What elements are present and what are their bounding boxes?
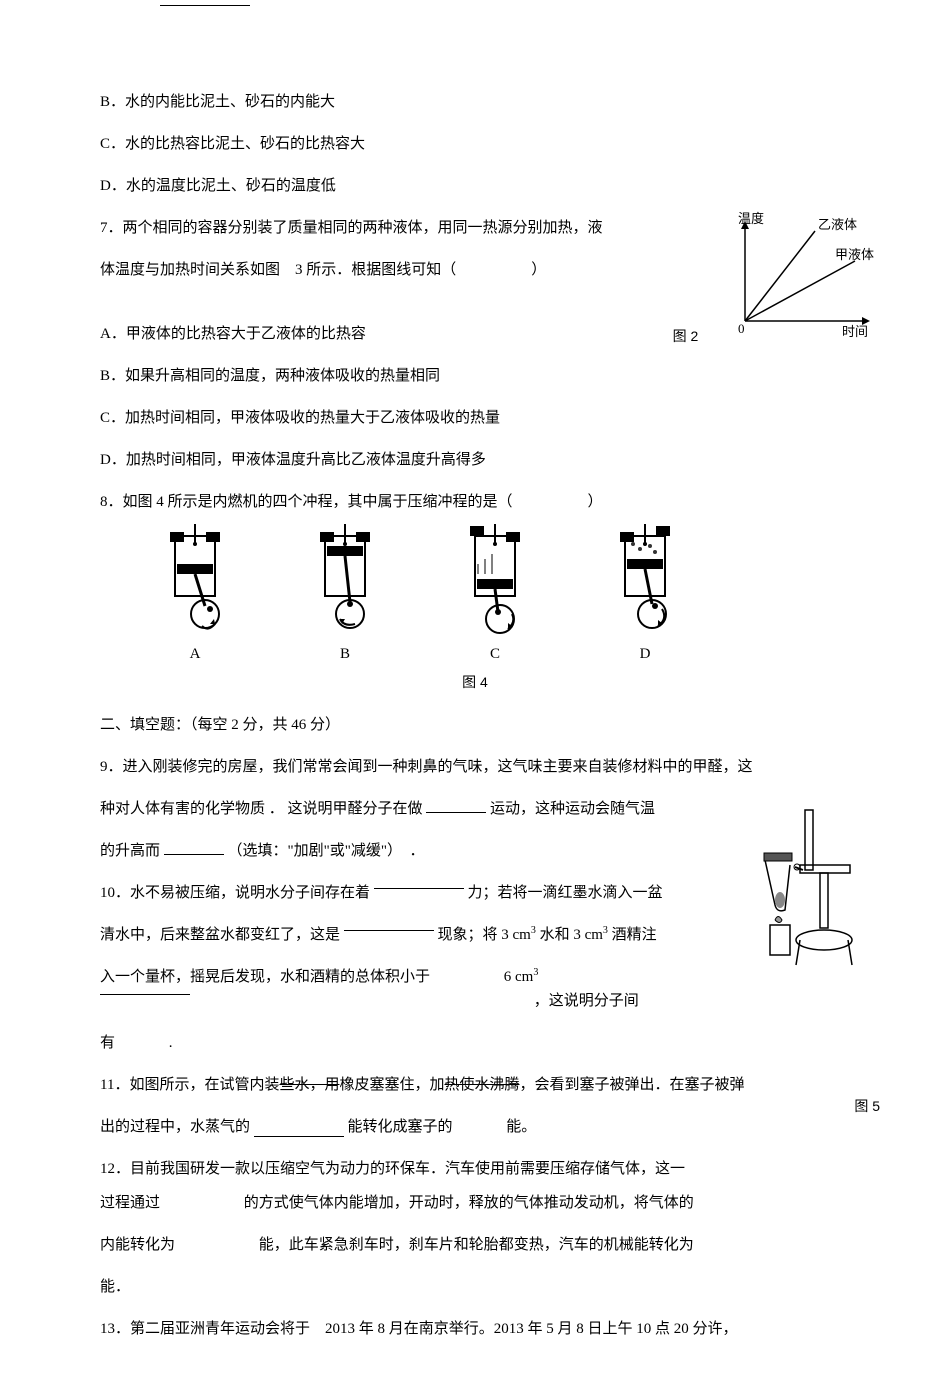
series-yi: 乙液体 — [818, 217, 857, 232]
q11-l2: 出的过程中，水蒸气的 能转化成塞子的 能。 — [100, 1115, 850, 1139]
q11-l2b: 能转化成塞子的 — [348, 1119, 453, 1135]
q9-l2: 种对人体有害的化学物质 ． 这说明甲醛分子在做 运动，这种运动会随气温 — [100, 797, 850, 821]
q11-l2c: 能。 — [506, 1119, 536, 1135]
q9-l2a: 种对人体有害的化学物质 ． 这说明甲醛分子在做 — [100, 801, 423, 817]
engine-label-b: B — [300, 642, 390, 666]
q10-l1b: 力；若将一滴红墨水滴入一盆 — [468, 885, 663, 901]
q7-opt-c: C．加热时间相同，甲液体吸收的热量大于乙液体吸收的热量 — [100, 406, 850, 430]
q10-l4: 有 . — [100, 1031, 850, 1055]
engine-label-d: D — [600, 642, 690, 666]
q11-l1a: 11．如图所示，在试管内装 — [100, 1077, 279, 1093]
series-jia: 甲液体 — [835, 247, 874, 262]
q10-l2b: 现象；将 3 cm — [438, 927, 531, 943]
line-jia — [745, 261, 855, 321]
engine-diagram-row: A B — [120, 524, 720, 666]
blank-temp-effect[interactable] — [164, 841, 224, 855]
engine-label-c: C — [450, 642, 540, 666]
q11-strike1: 些水，用 — [279, 1077, 339, 1093]
q11-l1e: ，会看到塞子被弹出．在塞子被弹 — [520, 1077, 745, 1093]
blank-force[interactable] — [374, 875, 464, 889]
q10-l3c: ，这说明分子间 — [534, 993, 639, 1009]
q7-text-a: 7．两个相同的容器分别装了质量相同的两种液体，用同一热源分别加热，液 — [100, 220, 603, 236]
q7-text-b: 体温度与加热时间关系如图 3 所示．根据图线可知（ ） — [100, 262, 546, 278]
sup-3b: 3 — [603, 925, 608, 936]
q12-l4: 能． — [100, 1275, 850, 1299]
svg-text:0: 0 — [738, 321, 745, 336]
q10-l2a: 清水中，后来整盆水都变红了，这是 — [100, 927, 340, 943]
q10-l2d: 酒精注 — [612, 927, 657, 943]
blank-phenomenon[interactable] — [344, 917, 434, 931]
section2-title: 二、填空题：（每空 2 分，共 46 分） — [100, 713, 850, 737]
q11-strike2: 热使水沸腾 — [444, 1077, 519, 1093]
blank-vol[interactable] — [100, 981, 190, 995]
line-yi — [745, 231, 815, 321]
q9-l1: 9．进入刚装修完的房屋，我们常常会闻到一种刺鼻的气味，这气味主要来自装修材料中的… — [100, 755, 850, 779]
q12-l3a: 内能转化为 — [100, 1237, 175, 1253]
sup-3a: 3 — [531, 925, 536, 936]
q10-l2c: 水和 3 cm — [540, 927, 603, 943]
fig2-label: 图 2 — [673, 328, 699, 344]
q10-l1: 10．水不易被压缩，说明水分子间存在着 力；若将一滴红墨水滴入一盆 — [100, 881, 850, 905]
q7-opt-b: B．如果升高相同的温度，两种液体吸收的热量相同 — [100, 364, 850, 388]
engine-a: A — [150, 524, 240, 666]
option-b: B．水的内能比泥土、砂石的内能大 — [100, 90, 850, 114]
q7-opt-d: D．加热时间相同，甲液体温度升高比乙液体温度升高得多 — [100, 448, 850, 472]
q10-l4a: 有 — [100, 1035, 115, 1051]
engine-label-a: A — [150, 642, 240, 666]
q9-l3: 的升高而 （选填："加剧"或"减缓"） ． — [100, 839, 850, 863]
q10-l3b: 6 cm — [504, 969, 534, 985]
blank-energy1[interactable] — [254, 1123, 344, 1137]
engine-c: C — [450, 524, 540, 666]
q12-l2a: 过程通过 — [100, 1195, 160, 1211]
q12-l3b: 能，此车紧急刹车时，刹车片和轮胎都变热，汽车的机械能转化为 — [259, 1237, 694, 1253]
q12-l2: 过程通过 的方式使气体内能增加，开动时，释放的气体推动发动机，将气体的 — [100, 1191, 850, 1215]
graph-figure: 图 2 温度 乙液体 甲液体 0 时间 — [673, 211, 880, 349]
q12-l2b: 的方式使气体内能增加，开动时，释放的气体推动发动机，将气体的 — [244, 1195, 694, 1211]
fig5-label: 图 5 — [854, 1095, 880, 1117]
option-d: D．水的温度比泥土、砂石的温度低 — [100, 174, 850, 198]
engine-b: B — [300, 524, 390, 666]
q12-l1: 12．目前我国研发一款以压缩空气为动力的环保车．汽车使用前需要压缩存储气体，这一 — [100, 1157, 850, 1181]
x-axis-label: 时间 — [842, 324, 868, 339]
q13: 13．第二届亚洲青年运动会将于 2013 年 8 月在南京举行。2013 年 5… — [100, 1317, 850, 1341]
q10-l2: 清水中，后来整盆水都变红了，这是 现象；将 3 cm3 水和 3 cm3 酒精注 — [100, 923, 850, 947]
test-tube-figure — [750, 805, 860, 993]
q12-l3: 内能转化为 能，此车紧急刹车时，刹车片和轮胎都变热，汽车的机械能转化为 — [100, 1233, 850, 1257]
blank-method-under[interactable] — [160, 0, 250, 6]
q11-l1c: 橡皮塞塞住，加 — [339, 1077, 444, 1093]
temp-time-graph: 温度 乙液体 甲液体 0 时间 — [710, 211, 880, 341]
y-axis-label: 温度 — [738, 211, 764, 226]
q10-l1a: 10．水不易被压缩，说明水分子间存在着 — [100, 885, 370, 901]
sup-3c: 3 — [533, 967, 538, 978]
q11-l1: 11．如图所示，在试管内装些水，用橡皮塞塞住，加热使水沸腾，会看到塞子被弹出．在… — [100, 1073, 850, 1097]
q10-l3: 入一个量杯，摇晃后发现，水和酒精的总体积小于 6 cm3 ，这说明分子间 — [100, 965, 850, 1013]
q9-l3a: 的升高而 — [100, 843, 160, 859]
q9-l2b: 运动，这种运动会随气温 — [490, 801, 655, 817]
q10-l4b: . — [169, 1035, 173, 1051]
blank-motion[interactable] — [426, 799, 486, 813]
fig4-caption: 图 4 — [100, 671, 850, 693]
q9-l3b: （选填："加剧"或"减缓"） ． — [228, 843, 425, 859]
q8-text: 8．如图 4 所示是内燃机的四个冲程，其中属于压缩冲程的是（ ） — [100, 490, 850, 514]
option-c: C．水的比热容比泥土、砂石的比热容大 — [100, 132, 850, 156]
engine-d: D — [600, 524, 690, 666]
q11-l2a: 出的过程中，水蒸气的 — [100, 1119, 250, 1135]
